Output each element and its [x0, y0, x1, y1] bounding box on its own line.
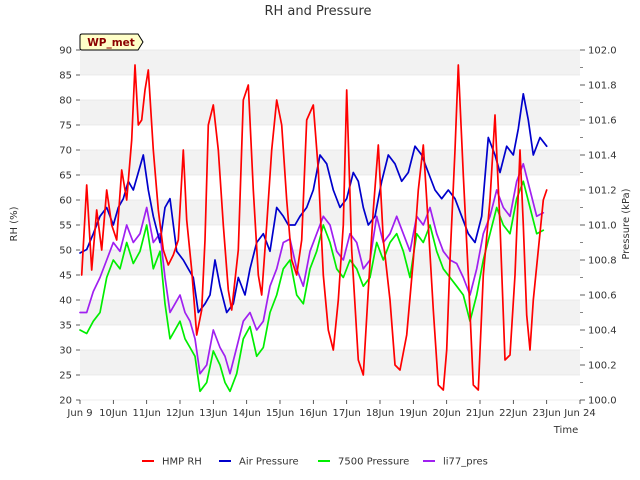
x-tick-label: 12Jun: [166, 408, 194, 419]
x-tick-label: 11Jun: [132, 408, 160, 419]
x-tick-label: 10Jun: [99, 408, 127, 419]
x-tick-label: 21Jun: [466, 408, 494, 419]
series-lines: [79, 64, 548, 393]
y-tick-label: 60: [59, 196, 72, 207]
y-axis-title-right: Pressure (kPa): [621, 188, 632, 259]
legend-label: HMP RH: [162, 457, 202, 468]
x-tick-label: 16Jun: [299, 408, 327, 419]
y2-tick-label: 100.0: [588, 396, 617, 407]
x-tick-label: 22Jun: [499, 408, 527, 419]
series-line-li77-pres: [79, 162, 545, 375]
y2-tick-label: 102.0: [588, 46, 617, 57]
x-tick-label: 17Jun: [332, 408, 360, 419]
legend-label: Air Pressure: [239, 457, 299, 468]
series-line-7500-pressure: [79, 180, 545, 393]
y2-tick-label: 100.8: [588, 256, 617, 267]
site-badge-label: WP_met: [87, 37, 135, 49]
plot-background: [80, 49, 580, 401]
x-tick-label: 15Jun: [266, 408, 294, 419]
legend-item: HMP RH: [142, 457, 202, 468]
y2-tick-label: 100.4: [588, 326, 617, 337]
y2-tick-label: 101.4: [588, 151, 617, 162]
y-axis-title-left: RH (%): [9, 206, 20, 241]
y-tick-label: 90: [59, 46, 72, 57]
y-axis-left: 20 25 30 35 40 45 50 55 60 65 70 75 80 85 90: [59, 46, 80, 407]
y-axis-right: 100.0 100.2 100.4 100.6 100.8 101.0 101.2 101.4…: [580, 46, 617, 407]
x-tick-label: 18Jun: [366, 408, 394, 419]
x-tick-label: Jun 24: [563, 408, 596, 419]
x-tick-label: 13Jun: [199, 408, 227, 419]
grid-band: [80, 350, 580, 375]
x-axis: Jun 9 10Jun 11Jun 12Jun 13Jun 14Jun 15Jun 16Jun…: [66, 400, 596, 419]
y2-tick-label: 101.2: [588, 186, 617, 197]
x-tick-label: Jun 9: [66, 408, 92, 419]
y2-tick-label: 101.6: [588, 116, 617, 127]
y-tick-label: 85: [59, 71, 72, 82]
legend: HMP RH Air Pressure 7500 Pressure li77_pres: [142, 457, 488, 468]
grid-band: [80, 300, 580, 325]
legend-label: 7500 Pressure: [338, 457, 409, 468]
site-badge: WP_met: [79, 33, 144, 51]
series-line-hmp-rh: [80, 64, 548, 391]
y-tick-label: 75: [59, 121, 72, 132]
y-tick-label: 55: [59, 221, 72, 232]
grid-band: [80, 100, 580, 125]
y-tick-label: 70: [59, 146, 72, 157]
y2-tick-label: 101.0: [588, 221, 617, 232]
legend-item: 7500 Pressure: [318, 457, 409, 468]
x-tick-label: 19Jun: [399, 408, 427, 419]
grid-band: [80, 50, 580, 75]
x-axis-title: Time: [553, 425, 578, 436]
y-tick-label: 45: [59, 271, 72, 282]
x-tick-label: 23Jun: [532, 408, 560, 419]
y-tick-label: 30: [59, 346, 72, 357]
y-tick-label: 50: [59, 246, 72, 257]
y-tick-label: 25: [59, 371, 72, 382]
y-tick-label: 20: [59, 396, 72, 407]
legend-item: Air Pressure: [219, 457, 299, 468]
chart-title: RH and Pressure: [264, 4, 371, 19]
site-badge-box: [79, 33, 144, 51]
y-tick-label: 65: [59, 171, 72, 182]
x-tick-label: 14Jun: [232, 408, 260, 419]
y-tick-label: 40: [59, 296, 72, 307]
legend-item: li77_pres: [423, 457, 488, 468]
y2-tick-label: 100.2: [588, 361, 617, 372]
y-tick-label: 35: [59, 321, 72, 332]
y-tick-label: 80: [59, 96, 72, 107]
x-tick-label: 20Jun: [432, 408, 460, 419]
legend-label: li77_pres: [443, 457, 488, 468]
y2-tick-label: 101.8: [588, 81, 617, 92]
y2-tick-label: 100.6: [588, 291, 617, 302]
